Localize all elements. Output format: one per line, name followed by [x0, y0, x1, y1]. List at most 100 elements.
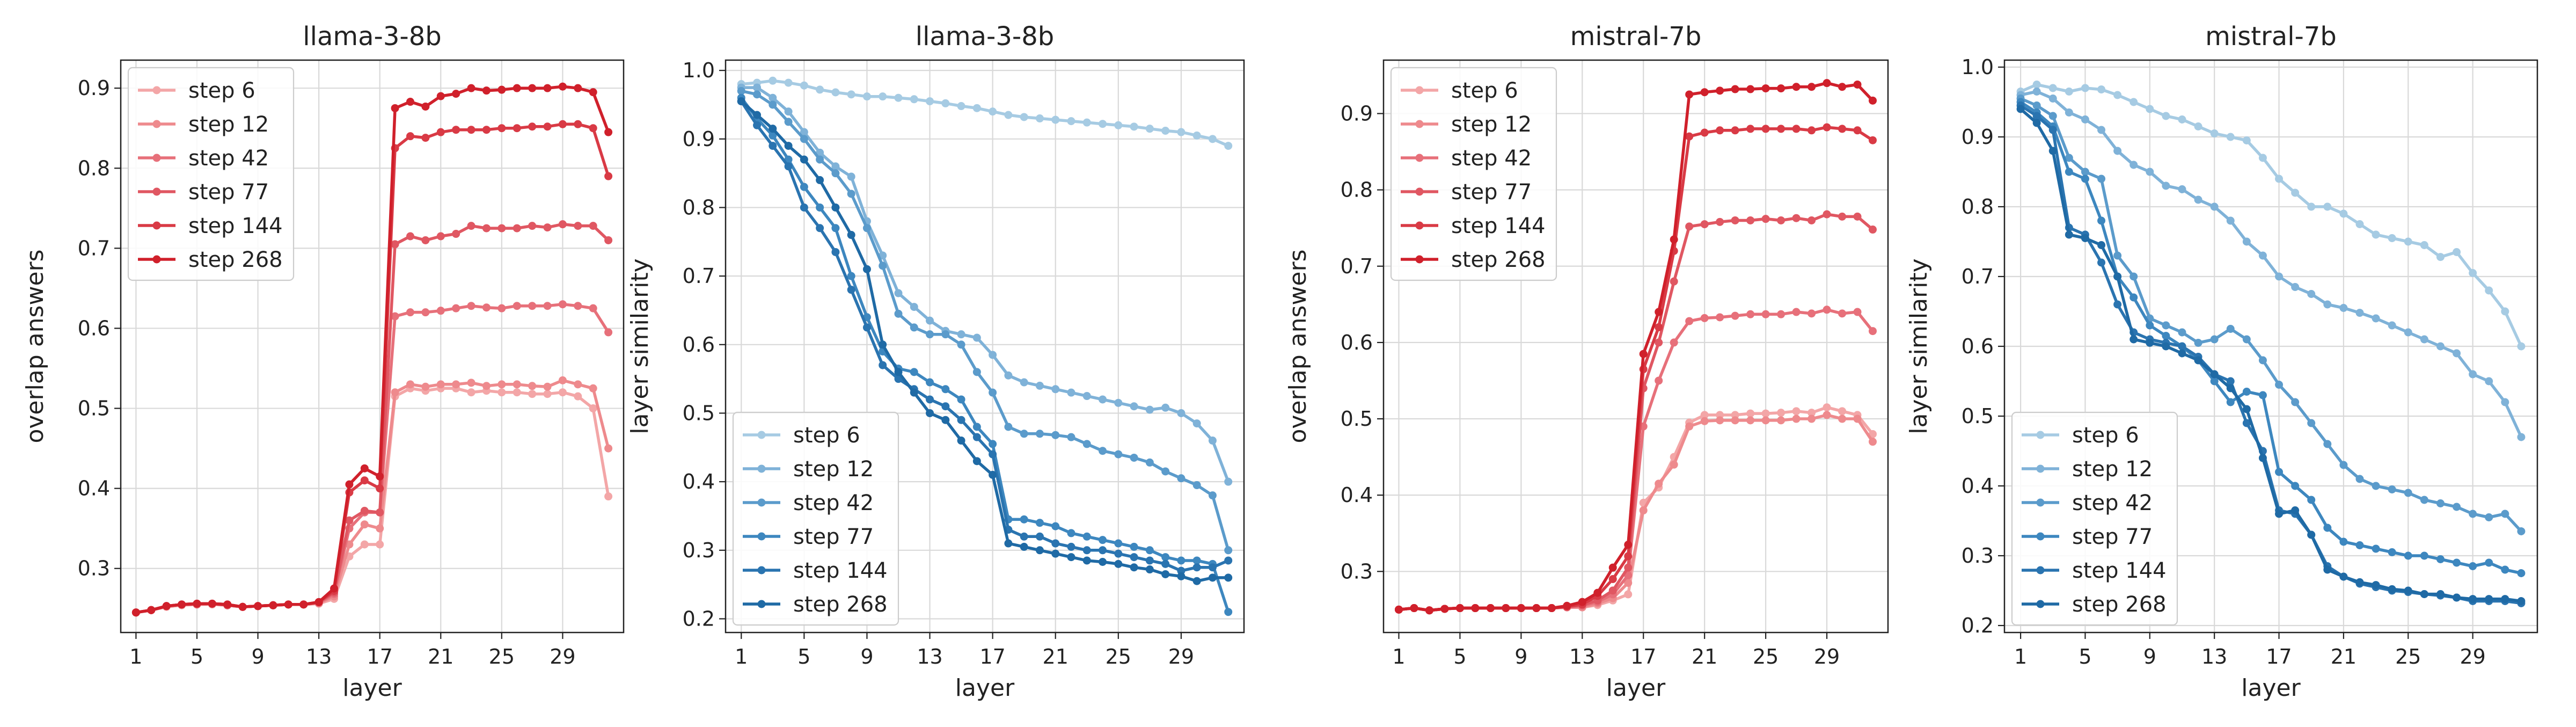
data-point — [1208, 437, 1217, 445]
legend-label: step 144 — [188, 214, 283, 238]
legend: step 6 step 12 step 42 step 77 step 144 step … — [2011, 411, 2178, 626]
data-point — [2210, 129, 2219, 137]
x-axis-label: layer — [1606, 674, 1666, 702]
data-point — [558, 376, 567, 384]
data-point — [376, 508, 384, 517]
data-point — [894, 309, 903, 318]
y-tick-label: 1.0 — [1962, 55, 1994, 79]
data-point — [2339, 304, 2348, 312]
data-point — [957, 416, 965, 424]
data-point — [1716, 416, 1724, 425]
data-point — [528, 382, 537, 390]
data-point — [513, 302, 521, 310]
data-point — [1208, 491, 1217, 500]
data-point — [2065, 230, 2073, 239]
data-point — [558, 120, 567, 128]
data-point — [1823, 411, 1831, 419]
data-point — [1082, 392, 1091, 401]
y-tick-label: 0.3 — [683, 539, 715, 562]
legend-item: step 268 — [2022, 592, 2167, 617]
data-point — [1807, 126, 1816, 135]
data-point — [753, 121, 762, 129]
data-point — [543, 302, 552, 310]
y-tick-label: 0.7 — [1962, 265, 1994, 288]
data-point — [2469, 595, 2477, 604]
data-point — [2372, 544, 2380, 553]
data-point — [2404, 237, 2412, 246]
data-point — [1192, 577, 1201, 585]
data-point — [2162, 181, 2170, 190]
legend-label: step 268 — [793, 592, 888, 617]
data-point — [1746, 409, 1755, 418]
data-point — [2485, 513, 2493, 521]
legend-swatch-marker — [152, 187, 161, 196]
data-point — [131, 608, 140, 617]
legend-swatch-marker — [1415, 221, 1424, 230]
y-tick-label: 0.7 — [683, 264, 715, 288]
data-point — [2226, 216, 2235, 225]
data-point — [957, 395, 965, 404]
data-point — [2355, 220, 2364, 228]
data-point — [574, 120, 582, 128]
data-point — [2194, 195, 2202, 204]
data-point — [604, 492, 613, 501]
data-point — [2210, 335, 2219, 344]
data-point — [589, 88, 597, 97]
data-point — [574, 222, 582, 230]
data-point — [574, 392, 582, 401]
x-tick-label: 13 — [2201, 645, 2227, 668]
legend-label: step 12 — [2072, 457, 2153, 482]
data-point — [589, 384, 597, 392]
x-tick-label: 25 — [489, 645, 515, 668]
data-point — [784, 107, 793, 116]
legend-label: step 6 — [1451, 78, 1518, 103]
data-point — [816, 155, 824, 164]
data-point — [513, 84, 521, 92]
x-tick-label: 21 — [2331, 645, 2357, 668]
data-point — [406, 132, 414, 141]
data-point — [299, 600, 308, 609]
data-point — [831, 162, 840, 171]
data-point — [2275, 510, 2284, 518]
data-point — [1685, 132, 1694, 141]
y-tick-label: 0.2 — [683, 607, 715, 630]
legend-swatch-marker — [1415, 154, 1424, 162]
data-point — [360, 506, 369, 515]
data-point — [2453, 593, 2461, 602]
data-point — [1746, 310, 1755, 318]
legend-swatch-marker — [2036, 600, 2045, 608]
data-point — [2388, 585, 2396, 593]
legend-swatch-marker — [152, 221, 161, 230]
data-point — [2226, 325, 2235, 333]
data-point — [2453, 248, 2461, 256]
series-step-268 — [131, 82, 613, 617]
data-point — [2404, 489, 2412, 497]
series-step-144 — [737, 97, 1233, 575]
plot-frame — [1382, 59, 1889, 634]
data-point — [1655, 376, 1663, 385]
data-point — [831, 224, 840, 232]
data-point — [1792, 125, 1801, 133]
data-point — [2372, 482, 2380, 490]
legend-swatch-marker — [1415, 255, 1424, 264]
data-point — [2146, 321, 2154, 330]
data-point — [2113, 91, 2122, 99]
data-point — [467, 302, 475, 310]
data-point — [2420, 241, 2428, 249]
data-point — [1807, 83, 1816, 91]
data-point — [2258, 391, 2267, 399]
x-tick-label: 29 — [2460, 645, 2485, 668]
legend-label: step 6 — [188, 78, 255, 103]
data-point — [2436, 253, 2445, 261]
data-point — [2129, 161, 2138, 169]
data-point — [406, 98, 414, 106]
y-axis-label: layer similarity — [1905, 258, 1933, 434]
data-point — [1777, 84, 1785, 93]
data-point — [941, 330, 950, 339]
data-point — [1777, 409, 1785, 417]
series-step-42 — [2016, 94, 2526, 535]
data-point — [2469, 269, 2477, 277]
data-point — [1731, 311, 1739, 320]
data-point — [2517, 527, 2526, 535]
legend-label: step 144 — [1451, 214, 1546, 238]
